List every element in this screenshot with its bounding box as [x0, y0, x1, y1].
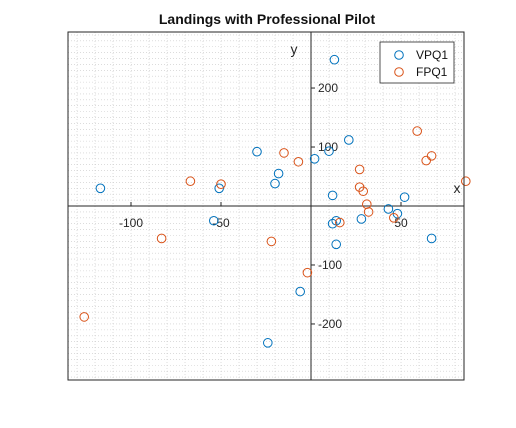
point-fpq1: [362, 199, 372, 210]
point-fpq1: [266, 236, 277, 247]
point-fpq1: [354, 164, 365, 175]
point-fpq1: [421, 155, 432, 166]
point-fpq1: [335, 217, 345, 228]
data-points: [79, 54, 471, 348]
point-vpq1: [324, 146, 334, 156]
legend-marker-fpq1: [394, 67, 404, 77]
legend-label-fpq1: FPQ1: [416, 65, 448, 79]
point-vpq1: [327, 190, 338, 201]
x-axis-label: x: [454, 180, 461, 196]
minor-grid: [68, 32, 464, 380]
point-vpq1: [329, 54, 340, 65]
point-vpq1: [399, 192, 410, 202]
y-tick-label: -100: [318, 258, 342, 272]
x-tick-label: -50: [212, 216, 230, 230]
y-axis-label: y: [291, 41, 298, 57]
legend-box: [379, 41, 455, 84]
point-fpq1: [185, 176, 196, 187]
point-vpq1: [273, 168, 284, 179]
point-vpq1: [344, 135, 354, 145]
chart-title: Landings with Professional Pilot: [159, 11, 376, 27]
point-vpq1: [263, 338, 273, 348]
point-fpq1: [216, 179, 226, 189]
series-vpq1: [95, 54, 437, 348]
point-fpq1: [389, 212, 399, 223]
point-fpq1: [461, 176, 471, 187]
point-vpq1: [331, 239, 342, 250]
x-tick-label: -100: [119, 216, 143, 230]
point-fpq1: [358, 186, 369, 197]
point-vpq1: [252, 146, 262, 157]
point-vpq1: [295, 286, 306, 297]
axes-lines: [68, 32, 464, 380]
point-fpq1: [302, 267, 313, 278]
y-tick-label: -200: [318, 317, 342, 331]
point-vpq1: [327, 218, 338, 229]
point-vpq1: [209, 215, 219, 226]
point-fpq1: [363, 207, 374, 217]
point-vpq1: [270, 178, 280, 189]
y-tick-label: 200: [318, 81, 338, 95]
legend-marker-vpq1: [394, 50, 404, 60]
point-fpq1: [426, 151, 437, 161]
point-fpq1: [293, 156, 304, 167]
point-fpq1: [156, 233, 167, 244]
point-vpq1: [214, 183, 224, 194]
point-vpq1: [426, 233, 437, 244]
series-fpq1: [79, 126, 471, 322]
point-fpq1: [412, 126, 423, 136]
point-vpq1: [95, 183, 106, 194]
point-fpq1: [79, 312, 89, 322]
point-vpq1: [383, 204, 394, 214]
legend: VPQ1 FPQ1: [379, 41, 455, 84]
point-fpq1: [279, 148, 289, 158]
plot-frame: [67, 31, 465, 381]
point-vpq1: [309, 154, 320, 164]
point-vpq1: [356, 214, 367, 224]
legend-label-vpq1: VPQ1: [416, 48, 448, 62]
